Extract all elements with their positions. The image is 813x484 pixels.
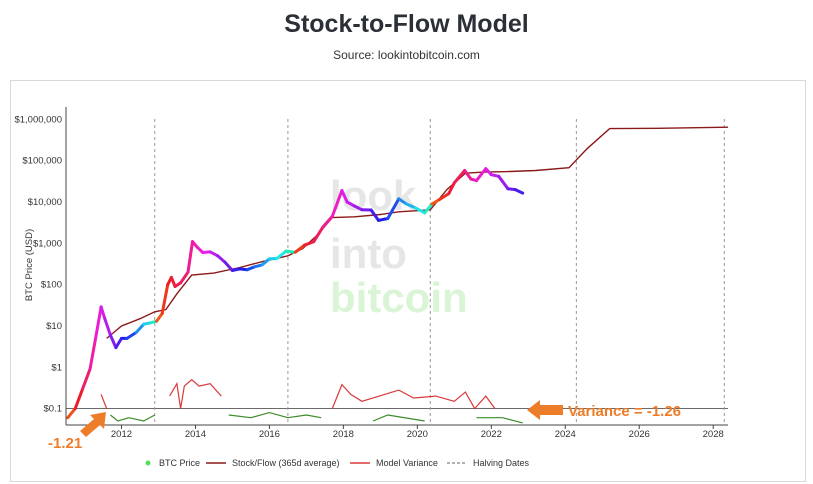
chart-panel — [10, 80, 806, 482]
legend: BTC Price Stock/Flow (365d average) Model … — [145, 458, 530, 468]
variance-label: Variance = -1.26 — [568, 403, 681, 420]
halving-lines — [154, 119, 725, 425]
btc-price-segment-34 — [284, 249, 297, 254]
btc-price-segment-2 — [81, 367, 92, 391]
x-tick-label-7: 2026 — [629, 429, 650, 440]
btc-price-segment-8 — [114, 336, 123, 350]
axes — [65, 107, 728, 426]
start-variance-label: -1.21 — [48, 435, 82, 452]
btc-price-segment-54 — [452, 169, 467, 185]
variance-series — [100, 378, 523, 424]
btc-price-segment-11 — [134, 322, 146, 334]
variance-line-red — [100, 378, 496, 410]
variance-line-green — [110, 411, 523, 424]
btc-price-segment-53 — [447, 181, 456, 196]
btc-price-segment-4 — [94, 305, 103, 340]
btc-price-segment-48 — [404, 202, 417, 210]
y-tick-label-0: $0.1 — [44, 404, 63, 415]
watermark: look into bitcoin — [330, 172, 468, 321]
legend-marker-0 — [145, 460, 151, 466]
btc-price-segment-26 — [223, 260, 234, 272]
watermark-into: into — [330, 230, 407, 277]
btc-price-segment-14 — [155, 312, 164, 323]
y-tick-label-7: $1,000,000 — [14, 114, 62, 125]
x-tick-label-8: 2028 — [703, 429, 724, 440]
btc-price-segment-62 — [513, 188, 525, 195]
x-tick-label-1: 2014 — [185, 429, 206, 440]
legend-label-3: Halving Dates — [473, 458, 530, 468]
x-axis-ticks: 2012 2014 2016 2018 2020 2022 2024 2026 2028 — [111, 425, 724, 440]
btc-price-segment-3 — [88, 336, 98, 371]
btc-price-series — [66, 167, 525, 420]
chart-title: Stock-to-Flow Model — [284, 10, 529, 38]
x-tick-label-6: 2024 — [555, 429, 576, 440]
btc-price-segment-38 — [321, 214, 334, 229]
y-axis-ticks: $0.1 $1 $10 $100 $1,000 $10,000 $100,000 $1,000… — [14, 114, 62, 414]
y-tick-label-1: $1 — [51, 362, 62, 373]
arrow-up-right-icon — [80, 412, 106, 437]
btc-price-segment-15 — [160, 283, 170, 315]
btc-price-segment-52 — [438, 192, 451, 201]
btc-price-segment-31 — [260, 257, 271, 267]
btc-price-segment-7 — [108, 333, 118, 350]
start-callout: -1.21 — [48, 412, 106, 452]
btc-price-segment-39 — [330, 189, 344, 218]
x-tick-label-4: 2020 — [407, 429, 428, 440]
watermark-bitcoin: bitcoin — [330, 274, 468, 321]
x-tick-label-5: 2022 — [481, 429, 502, 440]
btc-price-segment-10 — [125, 330, 138, 340]
btc-price-segment-57 — [475, 167, 488, 183]
btc-price-segment-19 — [179, 270, 190, 285]
x-tick-label-2: 2016 — [259, 429, 280, 440]
btc-price-segment-20 — [186, 240, 194, 274]
y-axis-label: BTC Price (USD) — [24, 229, 35, 301]
btc-price-segment-37 — [312, 225, 325, 244]
legend-label-1: Stock/Flow (365d average) — [232, 458, 340, 468]
btc-price-segment-36 — [303, 240, 316, 247]
btc-price-segment-35 — [293, 243, 306, 254]
btc-price-segment-55 — [463, 169, 473, 181]
y-tick-label-4: $1,000 — [33, 238, 62, 249]
btc-price-segment-33 — [275, 249, 288, 260]
btc-price-segment-1 — [73, 387, 85, 411]
stock-flow-series — [106, 126, 729, 339]
y-tick-label-5: $10,000 — [28, 197, 62, 208]
btc-price-segment-40 — [340, 189, 349, 204]
chart-subtitle: Source: lookintobitcoin.com — [333, 48, 480, 62]
y-tick-label-3: $100 — [41, 280, 62, 291]
left-arrow-icon — [527, 400, 563, 420]
btc-price-segment-44 — [369, 208, 380, 222]
btc-price-segment-17 — [169, 275, 177, 288]
btc-price-segment-46 — [386, 197, 401, 220]
btc-price-segment-49 — [414, 206, 427, 215]
btc-price-segment-45 — [377, 217, 390, 222]
btc-price-segment-50 — [423, 202, 434, 215]
btc-price-segment-0 — [66, 407, 77, 420]
x-tick-label-3: 2018 — [333, 429, 354, 440]
legend-label-0: BTC Price — [159, 458, 200, 468]
stock-flow-line — [106, 126, 729, 339]
variance-callout: Variance = -1.26 — [527, 400, 681, 420]
y-tick-label-2: $10 — [46, 321, 62, 332]
btc-price-segment-60 — [497, 174, 510, 191]
y-tick-label-6: $100,000 — [22, 156, 62, 167]
btc-price-segment-25 — [216, 254, 227, 264]
legend-label-2: Model Variance — [376, 458, 438, 468]
btc-price-segment-5 — [99, 305, 107, 321]
btc-price-segment-6 — [103, 317, 112, 337]
x-tick-label-0: 2012 — [111, 429, 132, 440]
